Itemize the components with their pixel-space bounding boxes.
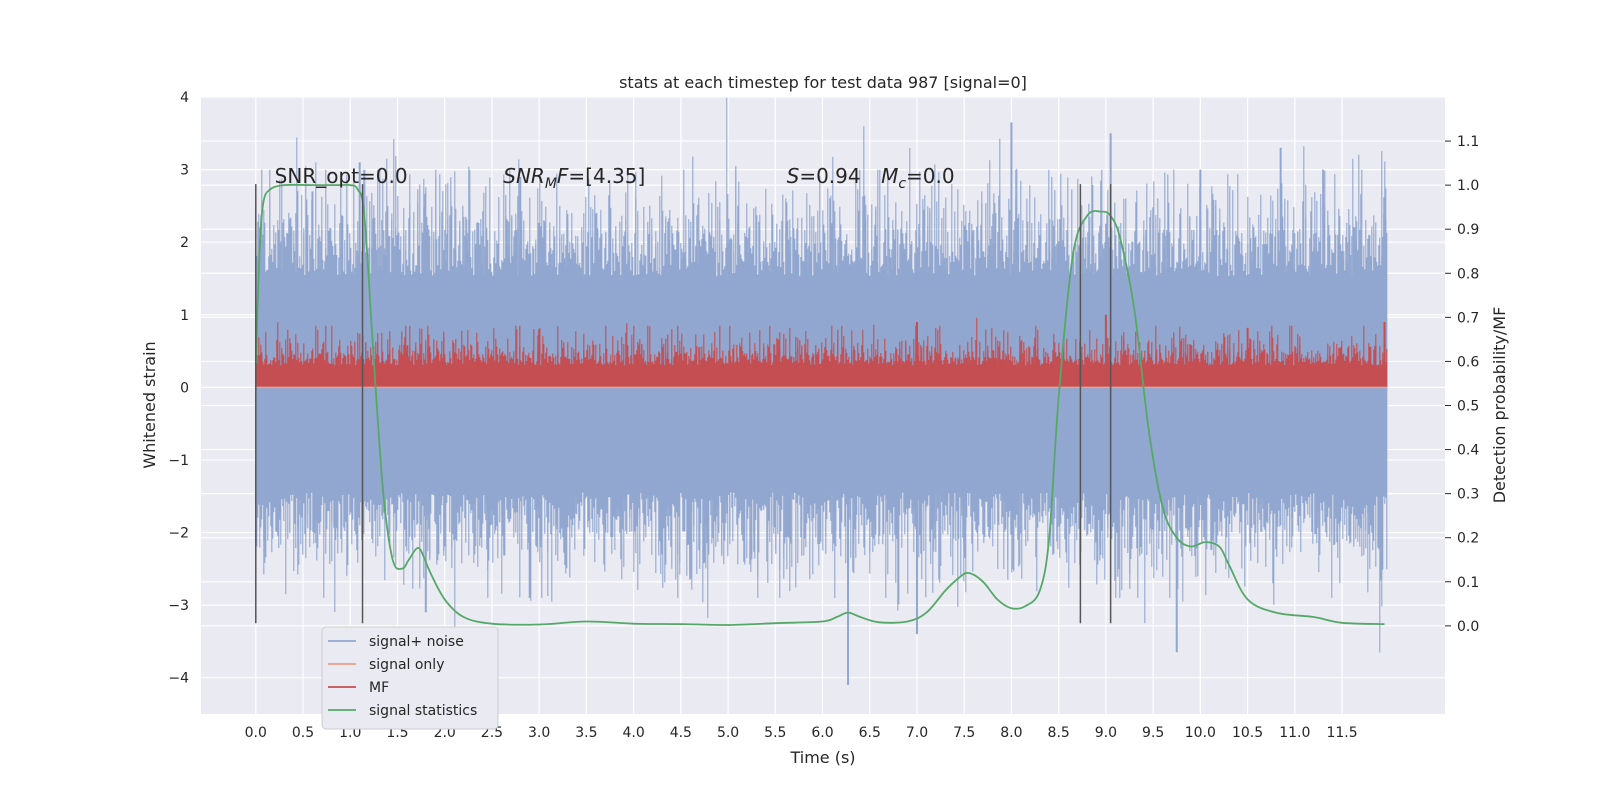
y-tick-label: −2 [168, 526, 189, 542]
x-tick-label: 10.5 [1232, 725, 1263, 741]
y-tick-label: 3 [180, 163, 189, 179]
y-tick-label: −1 [168, 453, 189, 469]
y-tick-label: −3 [168, 598, 189, 614]
x-axis-label: Time (s) [789, 748, 855, 767]
y-tick-label: 0 [180, 380, 189, 396]
vertical-markers [255, 184, 1112, 624]
y-tick-label: 4 [180, 90, 189, 106]
legend-box [321, 626, 499, 730]
x-tick-label: 9.5 [1142, 725, 1164, 741]
y2-tick-label: 0.0 [1457, 619, 1479, 635]
series-signal-statistics [254, 183, 1385, 626]
x-tick-label: 3.0 [528, 725, 550, 741]
x-tick-label: 8.5 [1048, 725, 1070, 741]
chart-title: stats at each timestep for test data 987… [619, 73, 1027, 92]
x-tick-label: 9.0 [1095, 725, 1117, 741]
annotation: SNRMF=[4.35] [503, 164, 645, 192]
legend-label: signal+ noise [369, 634, 464, 650]
y2-tick-label: 0.6 [1457, 354, 1479, 370]
x-tick-label: 0.5 [292, 725, 314, 741]
y2-tick-label: 0.5 [1457, 399, 1479, 415]
noise-spikes [261, 169, 1387, 598]
y2-tick-label: 1.0 [1457, 178, 1479, 194]
y2-tick-labels: 0.0 0.1 0.2 0.3 0.4 0.5 0.6 0.7 0.8 0.9 1.0 1.1 [1445, 134, 1479, 635]
y2-tick-label: 0.2 [1457, 531, 1479, 547]
y2-tick-label: 0.1 [1457, 575, 1479, 591]
y-axis-label: Whitened strain [140, 341, 159, 468]
y2-tick-label: 0.3 [1457, 487, 1479, 503]
y2-tick-label: 0.9 [1457, 222, 1479, 238]
x-tick-label: 6.0 [811, 725, 833, 741]
annotation: SNR_opt=0.0 [275, 164, 408, 188]
y2-tick-label: 0.4 [1457, 443, 1479, 459]
x-tick-label: 11.5 [1326, 725, 1357, 741]
legend: signal+ noise signal only MF signal statist… [321, 626, 499, 730]
y2-tick-label: 1.1 [1457, 134, 1479, 150]
y-tick-label: 1 [180, 308, 189, 324]
legend-label: signal statistics [369, 703, 477, 719]
y2-tick-label: 0.7 [1457, 310, 1479, 326]
x-tick-label: 10.0 [1185, 725, 1216, 741]
legend-label: MF [369, 680, 389, 696]
x-tick-label: 11.0 [1279, 725, 1310, 741]
x-tick-labels: 0.0 0.5 1.0 1.5 2.0 2.5 3.0 3.5 4.0 4.5 5.0 5.5 6.0 6… [245, 725, 1358, 741]
x-tick-label: 5.0 [717, 725, 739, 741]
annotations: SNR_opt=0.0 SNRMF=[4.35] S=0.94 Mc=0.0 [275, 164, 955, 192]
x-tick-label: 3.5 [575, 725, 597, 741]
y-tick-label: 2 [180, 235, 189, 251]
annotation: S=0.94 [787, 164, 861, 188]
y-tick-label: −4 [168, 671, 189, 687]
x-tick-label: 5.5 [764, 725, 786, 741]
y2-axis-label: Detection probability/MF [1490, 307, 1509, 504]
annotation: Mc=0.0 [881, 164, 955, 192]
x-tick-label: 0.0 [245, 725, 267, 741]
y-tick-labels: −4 −3 −2 −1 0 1 2 3 4 [168, 90, 189, 687]
y2-tick-label: 0.8 [1457, 266, 1479, 282]
x-tick-label: 7.0 [906, 725, 928, 741]
x-tick-label: 4.5 [670, 725, 692, 741]
x-tick-label: 8.0 [1000, 725, 1022, 741]
x-tick-label: 6.5 [859, 725, 881, 741]
x-tick-label: 4.0 [622, 725, 644, 741]
x-tick-label: 7.5 [953, 725, 975, 741]
legend-label: signal only [369, 657, 444, 673]
